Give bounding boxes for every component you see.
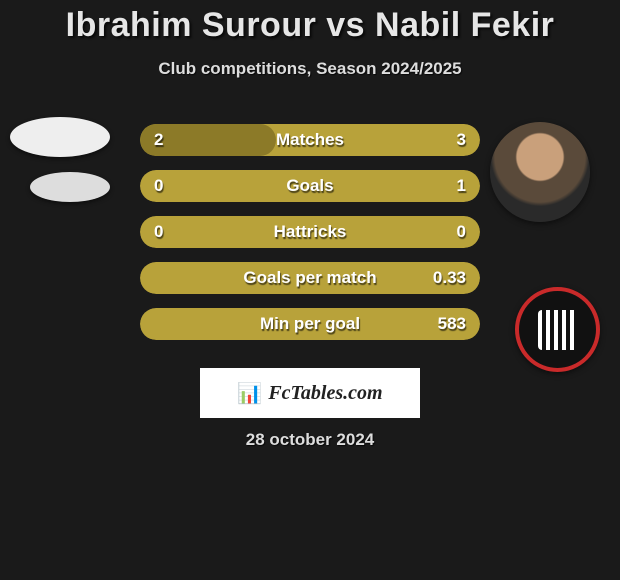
stat-label: Min per goal <box>140 308 480 340</box>
brand-chart-icon: 📊 <box>237 381 262 406</box>
stat-row: 2 3Matches <box>140 124 480 156</box>
stat-value-right: 3 <box>457 124 466 156</box>
stat-row: 0 1Goals <box>140 170 480 202</box>
stat-row: 0.33Goals per match <box>140 262 480 294</box>
stat-row: 0 0Hattricks <box>140 216 480 248</box>
stat-label: Goals <box>140 170 480 202</box>
brand-banner[interactable]: 📊 FcTables.com <box>200 368 420 418</box>
left-player-club-badge <box>30 172 110 202</box>
stat-label: Matches <box>140 124 480 156</box>
page-title: Ibrahim Surour vs Nabil Fekir <box>0 0 620 45</box>
stat-bars: 23Matches01Goals00Hattricks0.33Goals per… <box>140 124 480 354</box>
stat-value-right: 1 <box>457 170 466 202</box>
stat-value-left: 2 <box>154 124 163 156</box>
stat-label: Hattricks <box>140 216 480 248</box>
comparison-stage: 23Matches01Goals00Hattricks0.33Goals per… <box>0 112 620 372</box>
stat-label: Goals per match <box>140 262 480 294</box>
report-date: 28 october 2024 <box>0 430 620 450</box>
right-player-photo <box>490 122 590 222</box>
brand-text: FcTables.com <box>268 382 382 405</box>
stat-value-left: 0 <box>154 216 163 248</box>
left-player-photo <box>10 117 110 157</box>
stat-value-left: 0 <box>154 170 163 202</box>
club-badge-stripes-icon <box>538 310 578 350</box>
stat-value-right: 583 <box>438 308 466 340</box>
stat-row: 583Min per goal <box>140 308 480 340</box>
stat-value-right: 0 <box>457 216 466 248</box>
stat-value-right: 0.33 <box>433 262 466 294</box>
page-subtitle: Club competitions, Season 2024/2025 <box>0 59 620 79</box>
right-player-club-badge <box>515 287 600 372</box>
